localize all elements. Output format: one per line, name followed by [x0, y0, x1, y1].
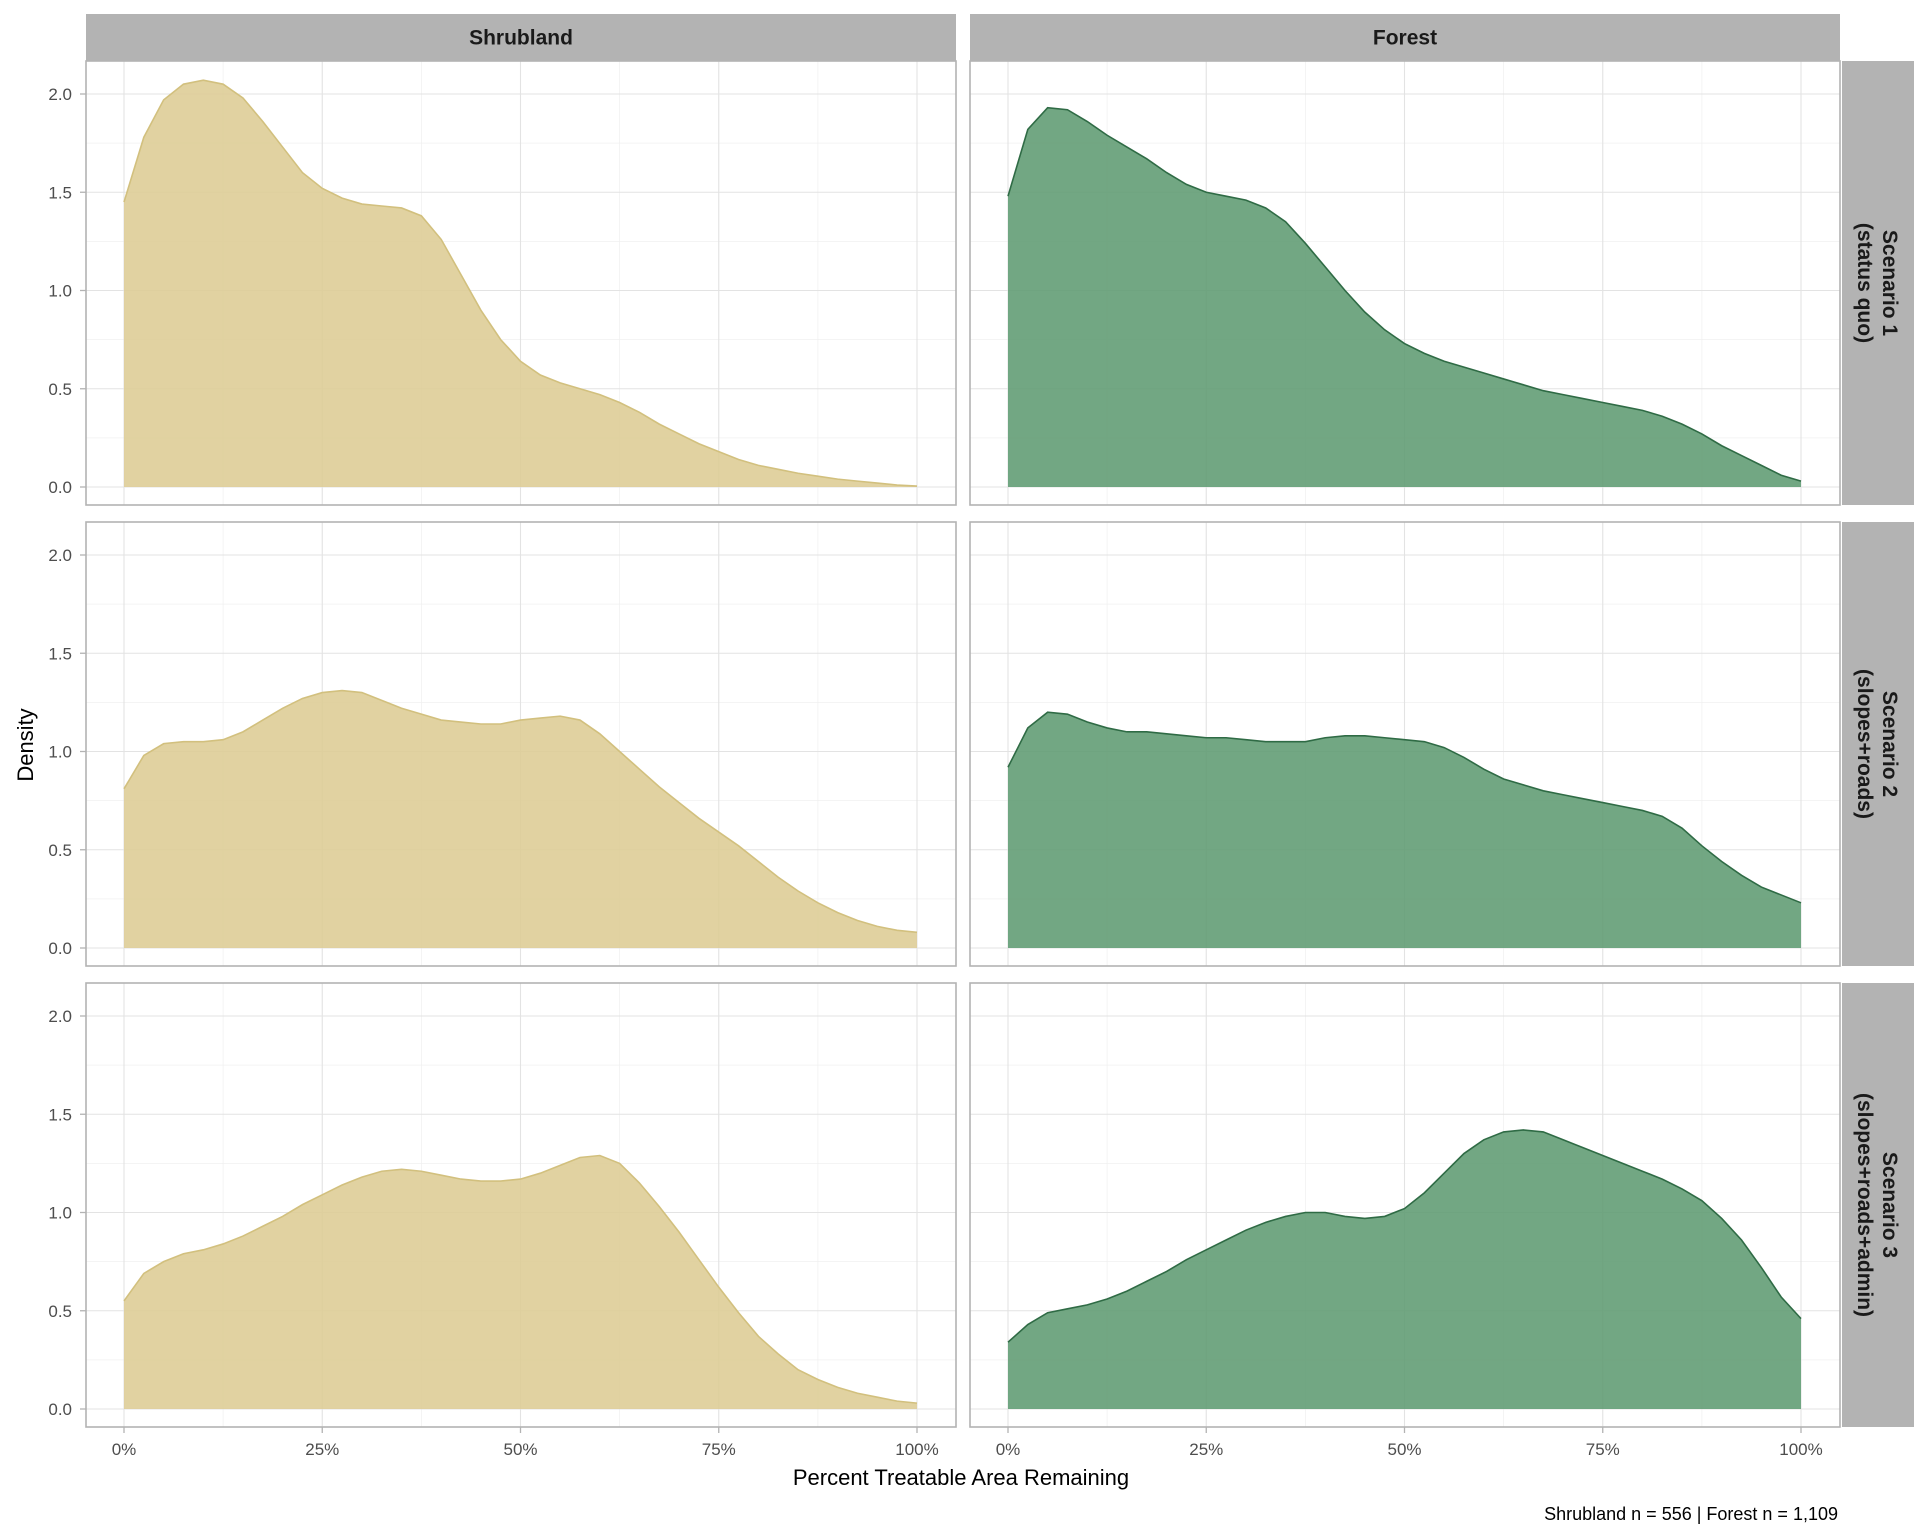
row-strip-label-line1: Scenario 2 — [1878, 691, 1901, 797]
x-tick-label: 100% — [1779, 1440, 1822, 1459]
density-line — [1007, 711, 1802, 904]
y-tick-label: 1.5 — [48, 183, 72, 202]
row-strip-2: Scenario 3(slopes+roads+admin) — [1842, 983, 1914, 1427]
panel-r1-c0: 0.0 0.5 1.0 1.5 2.0 — [48, 521, 957, 967]
density-line — [123, 79, 918, 487]
x-tick-label: 100% — [895, 1440, 938, 1459]
y-tick-label: 0.5 — [48, 1302, 72, 1321]
y-tick-label: 2.0 — [48, 85, 72, 104]
y-tick-label: 2.0 — [48, 546, 72, 565]
panel-r1-c1 — [969, 521, 1841, 967]
row-strip-1: Scenario 2(slopes+roads) — [1842, 522, 1914, 966]
density-area — [1008, 107, 1801, 487]
panel-r0-c1 — [969, 60, 1841, 506]
y-tick-label: 0.5 — [48, 380, 72, 399]
density-area — [124, 1155, 917, 1409]
row-strip-label-line1: Scenario 3 — [1878, 1152, 1901, 1258]
x-tick-label: 0% — [996, 1440, 1021, 1459]
panel-r0-c0: 0.0 0.5 1.0 1.5 2.0 — [48, 60, 957, 506]
row-strip-label-line2: (slopes+roads) — [1853, 669, 1876, 819]
row-strip-label-group: Scenario 1(status quo) — [1853, 223, 1901, 343]
y-tick-label: 1.0 — [48, 743, 72, 762]
column-strip-bg — [970, 14, 1840, 61]
density-line — [1007, 1129, 1802, 1343]
y-tick-label: 0.0 — [48, 478, 72, 497]
caption: Shrubland n = 556 | Forest n = 1,109 — [1544, 1504, 1838, 1524]
density-area — [1008, 712, 1801, 948]
row-strip-bg — [1842, 983, 1914, 1427]
x-tick-label: 0% — [112, 1440, 137, 1459]
density-area — [124, 80, 917, 487]
x-tick-label: 50% — [503, 1440, 537, 1459]
y-tick-label: 0.0 — [48, 939, 72, 958]
density-line — [123, 1154, 918, 1404]
x-tick-label: 50% — [1387, 1440, 1421, 1459]
row-strip-bg — [1842, 522, 1914, 966]
row-strip-label-group: Scenario 2(slopes+roads) — [1853, 669, 1901, 819]
density-area — [124, 690, 917, 948]
row-strip-label-line2: (slopes+roads+admin) — [1853, 1093, 1876, 1317]
row-strip-label-group: Scenario 3(slopes+roads+admin) — [1853, 1093, 1901, 1317]
x-tick-label: 25% — [1189, 1440, 1223, 1459]
y-tick-label: 1.5 — [48, 644, 72, 663]
row-strip-0: Scenario 1(status quo) — [1842, 61, 1914, 505]
y-axis-title: Density — [13, 708, 38, 781]
panel-r2-c1: 0% 25% 50% 75% 100% — [969, 982, 1841, 1459]
panel-border — [969, 521, 1841, 967]
x-axis-title: Percent Treatable Area Remaining — [793, 1465, 1129, 1490]
column-strip-1: Forest — [970, 14, 1840, 61]
y-tick-label: 1.0 — [48, 282, 72, 301]
x-tick-label: 25% — [305, 1440, 339, 1459]
x-tick-label: 75% — [1586, 1440, 1620, 1459]
column-strip-0: Shrubland — [86, 14, 956, 61]
column-strip-label: Forest — [1373, 27, 1437, 50]
y-tick-label: 1.5 — [48, 1105, 72, 1124]
x-tick-label: 75% — [702, 1440, 736, 1459]
y-tick-label: 2.0 — [48, 1007, 72, 1026]
y-tick-label: 0.0 — [48, 1400, 72, 1419]
panels-layer: 0.0 0.5 1.0 1.5 2.0 0.0 0.5 1.0 1.5 2.0 0.0 0.5 1.0 1… — [48, 60, 1841, 1459]
row-strip-bg — [1842, 61, 1914, 505]
y-tick-label: 1.0 — [48, 1204, 72, 1223]
column-strip-label: Shrubland — [469, 27, 573, 50]
panel-border — [85, 521, 957, 967]
y-tick-label: 0.5 — [48, 841, 72, 860]
panel-r2-c0: 0.0 0.5 1.0 1.5 2.0 0% 25% 50% 75% 100% — [48, 982, 957, 1459]
row-strip-label-line1: Scenario 1 — [1878, 230, 1901, 337]
row-strip-label-line2: (status quo) — [1853, 223, 1876, 343]
density-line — [1007, 106, 1802, 482]
column-strip-bg — [86, 14, 956, 61]
density-line — [123, 689, 918, 934]
density-area — [1008, 1129, 1801, 1409]
